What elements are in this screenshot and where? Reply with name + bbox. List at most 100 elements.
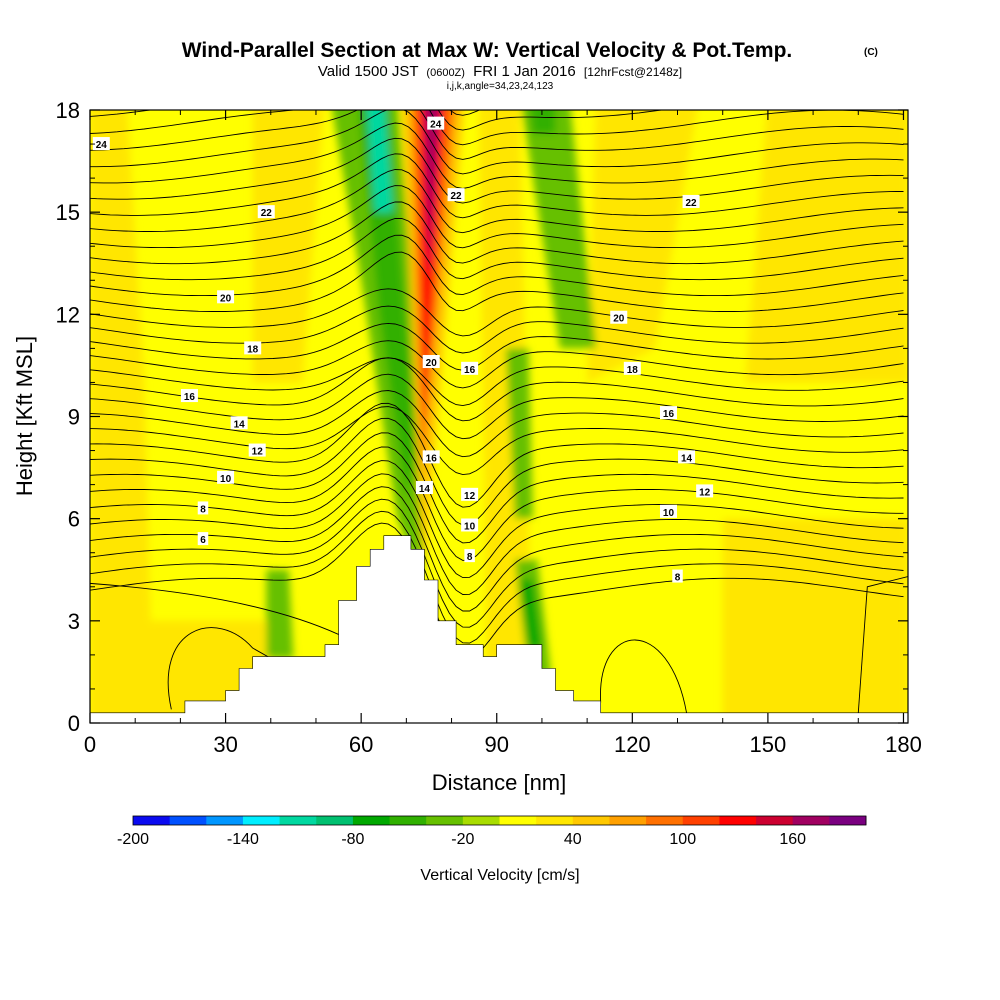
colorbar: -200 -140 -80 -20 40 100 160 xyxy=(117,815,867,848)
contour-label: 10 xyxy=(220,474,232,485)
theta-contour xyxy=(90,201,904,265)
contour-label: 8 xyxy=(467,552,473,563)
theta-contour xyxy=(90,218,904,281)
contour-label: 20 xyxy=(426,358,438,369)
theta-contour xyxy=(90,322,904,371)
colorbar-swatch xyxy=(719,816,757,825)
contour-label-bg xyxy=(461,518,479,532)
contour-label: 14 xyxy=(419,484,431,495)
updraft-plume-peak xyxy=(424,110,441,281)
colorbar-swatch xyxy=(169,816,207,825)
colorbar-swatch xyxy=(536,816,574,825)
colorbar-tick-label: -200 xyxy=(117,831,149,848)
contour-label-bg xyxy=(464,549,475,563)
contour-label: 8 xyxy=(200,504,206,515)
y-tick-label: 15 xyxy=(56,200,80,225)
colorbar-tick-label: -140 xyxy=(227,831,259,848)
colorbar-swatch xyxy=(756,816,794,825)
x-tick-label: 0 xyxy=(84,732,96,757)
contour-label-bg xyxy=(415,481,433,495)
subtitle-date: FRI 1 Jan 2016 xyxy=(473,63,576,80)
theta-contour xyxy=(90,473,904,595)
colorbar-frame xyxy=(132,815,867,826)
colorbar-label: Vertical Velocity [cm/s] xyxy=(420,867,579,884)
subtitle-forecast: [12hrFcst@2148z] xyxy=(584,65,682,79)
contour-label: 12 xyxy=(464,491,476,502)
contour-label-bg xyxy=(197,532,209,546)
colorbar-swatch xyxy=(316,816,354,825)
y-tick-label: 18 xyxy=(56,98,80,123)
colorbar-swatch xyxy=(572,816,610,825)
contour-label: 8 xyxy=(675,573,681,584)
colorbar-swatch xyxy=(499,816,537,825)
colorbar-swatch xyxy=(242,816,281,825)
contour-label: 24 xyxy=(96,140,108,151)
contour-label-bg xyxy=(217,290,235,304)
x-tick-label: 150 xyxy=(750,732,787,757)
contour-label: 12 xyxy=(699,487,711,498)
colorbar-swatch xyxy=(279,816,317,825)
x-tick-label: 60 xyxy=(349,732,373,757)
contour-label: 18 xyxy=(247,344,259,355)
contour-label-bg xyxy=(257,205,275,219)
theta-contour xyxy=(90,406,904,476)
colorbar-swatch xyxy=(682,816,720,825)
contour-label-bg xyxy=(678,450,696,464)
y-tick-label: 6 xyxy=(68,507,80,532)
y-tick-label: 12 xyxy=(56,302,80,327)
colorbar-swatch xyxy=(426,816,464,825)
contour-label-bg xyxy=(422,355,440,369)
theta-contour xyxy=(90,390,904,458)
x-tick-label: 30 xyxy=(213,732,237,757)
contour-label: 20 xyxy=(613,314,625,325)
plot-area: 24 22 20 18 16 14 12 10 8 6 24 22 20 16 16 14 12 10 8 22 20 1… xyxy=(90,110,908,723)
grid-info: i,j,k,angle=34,23,24,123 xyxy=(447,81,554,92)
contour-labels: 24 22 20 18 16 14 12 10 8 6 24 22 20 16 16 14 12 10 8 22 20 1… xyxy=(92,116,714,584)
contour-label-bg xyxy=(248,443,266,457)
theta-contour xyxy=(857,576,908,713)
contour-label: 14 xyxy=(681,453,693,464)
theta-contour xyxy=(90,417,904,526)
contour-label-bg xyxy=(422,450,440,464)
contour-label-bg xyxy=(461,487,479,501)
theta-contour xyxy=(90,522,904,659)
contour-label: 20 xyxy=(220,293,232,304)
theta-contour xyxy=(90,460,904,579)
theta-contour xyxy=(90,137,904,204)
theta-contour xyxy=(90,402,904,508)
contour-label-bg xyxy=(197,501,209,515)
colorbar-swatch xyxy=(462,816,500,825)
theta-contour xyxy=(90,340,904,389)
theta-contour xyxy=(90,357,904,422)
theta-contour xyxy=(90,110,904,175)
contour-label-bg xyxy=(217,470,235,484)
upper-downdraft xyxy=(519,110,597,349)
colorbar-swatch xyxy=(609,816,647,825)
contour-label-bg xyxy=(244,341,262,355)
y-tick-label: 3 xyxy=(68,609,80,634)
subtitle-utc: (0600Z) xyxy=(426,67,465,79)
x-tick-label: 90 xyxy=(484,732,508,757)
x-tick-label: 180 xyxy=(885,732,922,757)
contour-label: 16 xyxy=(184,392,196,403)
colorbar-swatch xyxy=(389,816,427,825)
y-tick-label: 0 xyxy=(68,711,80,736)
contour-label-bg xyxy=(427,116,445,130)
title-copyright-mark: (C) xyxy=(864,47,878,58)
chart-title: Wind-Parallel Section at Max W: Vertical… xyxy=(182,39,793,62)
colorbar-swatch xyxy=(206,816,244,825)
contour-label-bg xyxy=(659,504,677,518)
contour-label-bg xyxy=(659,406,677,420)
contour-label-bg xyxy=(623,361,641,375)
colorbar-tick-label: 160 xyxy=(779,831,806,848)
theta-contour xyxy=(90,185,904,249)
theta-contour xyxy=(90,153,904,219)
updraft-sheet xyxy=(722,518,908,713)
theta-contour xyxy=(90,169,904,234)
chart-subtitle: Valid 1500 JST (0600Z) FRI 1 Jan 2016 [1… xyxy=(318,63,682,80)
y-axis: 0 3 6 9 12 15 18 xyxy=(56,98,908,736)
contour-label: 22 xyxy=(451,191,463,202)
y-axis-label: Height [Kft MSL] xyxy=(12,336,37,496)
contour-label-bg xyxy=(672,569,683,583)
